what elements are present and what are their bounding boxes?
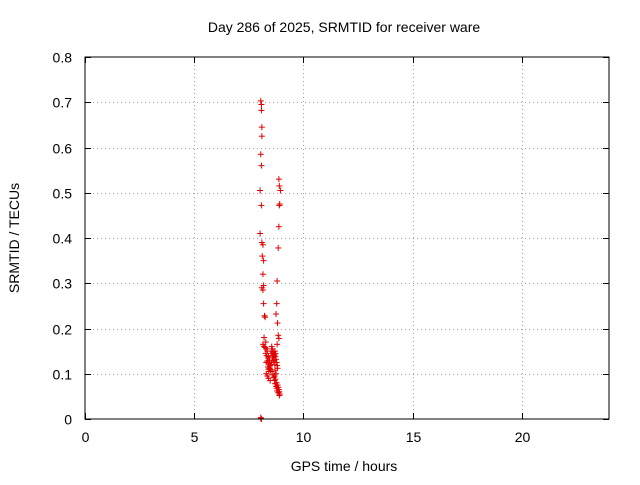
data-point xyxy=(257,230,264,237)
data-point xyxy=(258,162,265,169)
data-point xyxy=(257,151,264,158)
data-point xyxy=(257,187,264,194)
data-point xyxy=(275,332,282,339)
y-tick-label: 0.2 xyxy=(53,322,73,338)
grid-lines xyxy=(85,57,609,419)
x-axis-label: GPS time / hours xyxy=(291,458,398,474)
data-point xyxy=(277,187,284,194)
chart-title: Day 286 of 2025, SRMTID for receiver war… xyxy=(208,19,481,35)
data-point xyxy=(258,101,265,108)
data-point xyxy=(274,341,281,348)
data-point xyxy=(258,107,265,114)
y-tick-label: 0.7 xyxy=(53,95,73,111)
data-point xyxy=(261,312,268,319)
data-point xyxy=(263,359,270,366)
data-point xyxy=(262,344,269,351)
data-point xyxy=(276,202,283,209)
data-point xyxy=(257,97,264,104)
data-point xyxy=(275,244,282,251)
y-tick-label: 0.5 xyxy=(53,186,73,202)
x-tick-label: 5 xyxy=(191,429,199,445)
data-point xyxy=(275,176,282,183)
y-axis-label: SRMTID / TECUs xyxy=(6,183,22,293)
x-tick-label: 0 xyxy=(82,429,90,445)
x-tick-label: 15 xyxy=(406,429,422,445)
y-tick-label: 0.6 xyxy=(53,141,73,157)
data-point xyxy=(260,300,267,307)
y-tick-label: 0 xyxy=(64,412,72,428)
data-point xyxy=(273,311,280,318)
data-point xyxy=(270,374,277,381)
data-point xyxy=(273,300,280,307)
y-tick-label: 0.4 xyxy=(53,231,73,247)
data-point xyxy=(259,287,266,294)
data-point xyxy=(258,202,265,209)
data-point xyxy=(274,277,281,284)
data-point xyxy=(259,241,266,248)
data-point xyxy=(276,182,283,189)
data-point xyxy=(260,257,267,264)
data-point xyxy=(275,223,282,230)
data-point xyxy=(271,380,278,387)
data-point xyxy=(276,392,283,399)
y-tick-label: 0.3 xyxy=(53,276,73,292)
data-point xyxy=(273,356,280,363)
tick-labels: 0 0.1 0.2 0.3 0.4 0.5 0.6 0.7 0.8 0 5 10 15 20 xyxy=(53,50,531,446)
data-point xyxy=(268,368,275,375)
axes xyxy=(85,57,609,420)
data-point xyxy=(258,133,265,140)
data-point xyxy=(271,367,278,374)
data-point xyxy=(275,335,282,342)
x-tick-label: 10 xyxy=(296,429,312,445)
y-tick-label: 0.1 xyxy=(53,367,73,383)
data-point xyxy=(269,371,276,378)
data-point xyxy=(258,124,265,131)
plot-frame xyxy=(84,56,610,420)
x-tick-label: 20 xyxy=(515,429,531,445)
data-points xyxy=(257,97,284,422)
data-point xyxy=(259,253,266,260)
data-point xyxy=(261,334,268,341)
data-point xyxy=(262,314,269,321)
y-tick-label: 0.8 xyxy=(53,50,73,66)
data-point xyxy=(259,271,266,278)
data-point xyxy=(275,389,282,396)
data-point xyxy=(274,320,281,327)
